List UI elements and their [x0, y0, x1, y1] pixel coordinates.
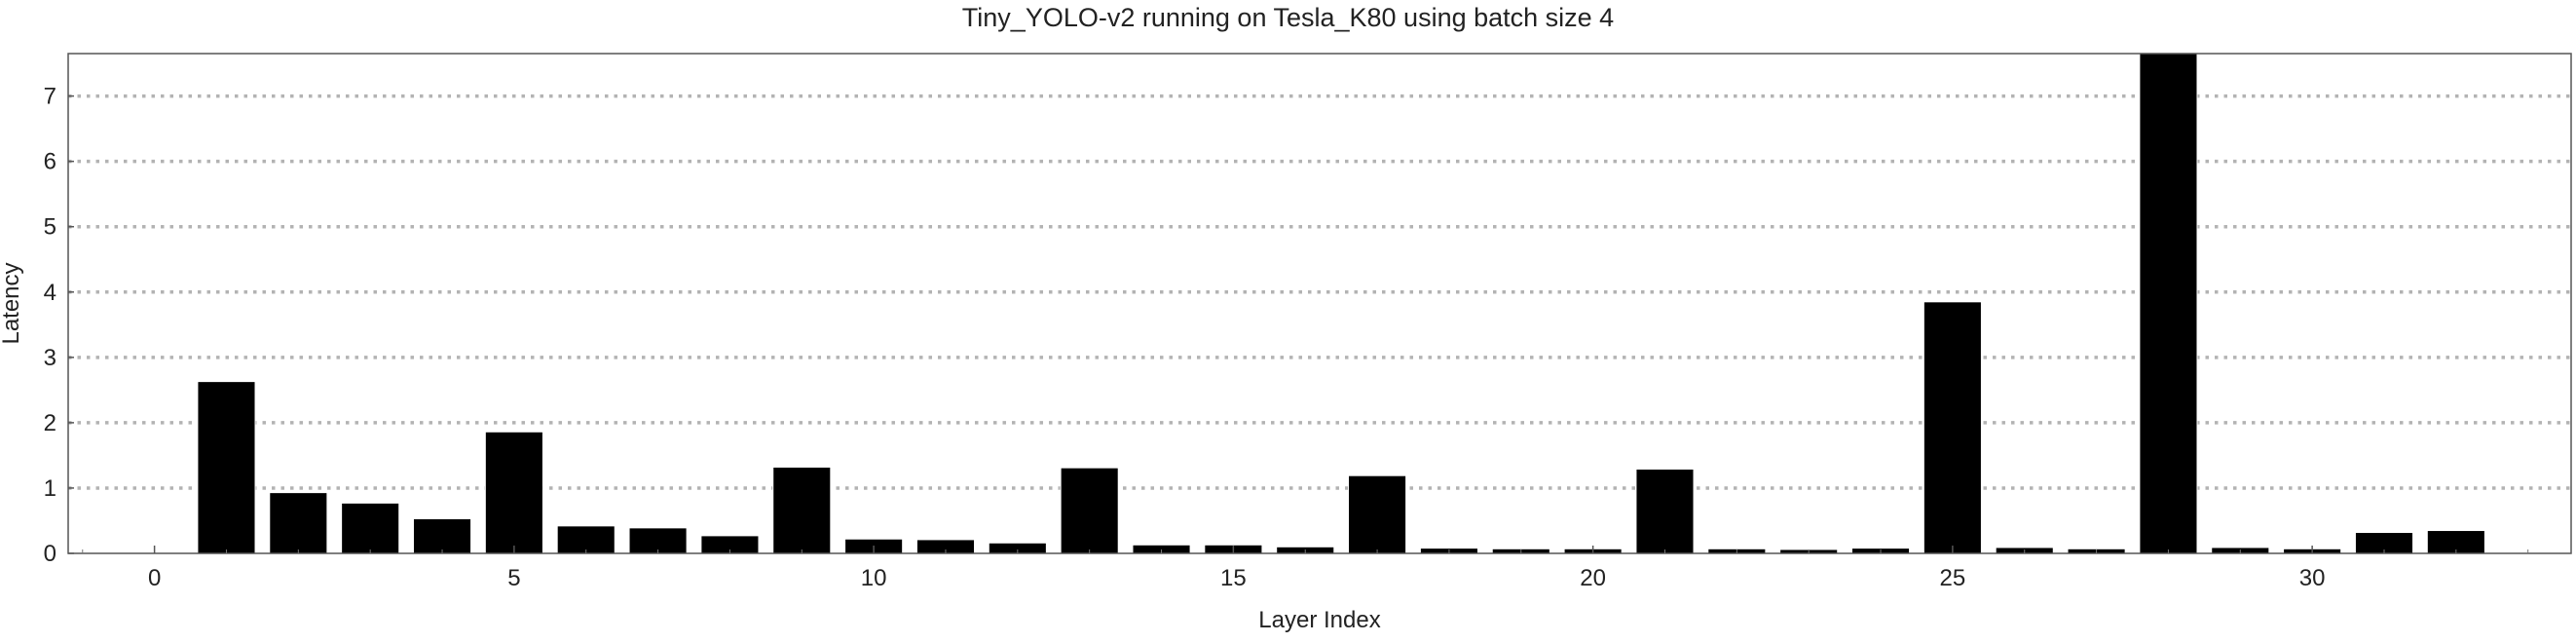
- bar: [1348, 474, 1407, 554]
- y-tick-label: 2: [44, 410, 56, 436]
- x-tick-label: 5: [507, 565, 520, 591]
- plot-frame: [67, 53, 2572, 554]
- y-tick-label: 4: [44, 280, 56, 306]
- bar: [628, 527, 688, 554]
- bar: [1923, 301, 1982, 554]
- bar: [269, 492, 328, 554]
- x-tick-label: 0: [148, 565, 161, 591]
- bar: [197, 381, 256, 554]
- x-tick-label: 10: [861, 565, 887, 591]
- y-tick-label: 3: [44, 345, 56, 371]
- bar: [1060, 467, 1119, 554]
- y-tick-label: 0: [44, 541, 56, 567]
- x-tick-label: 25: [1940, 565, 1966, 591]
- y-tick-label: 1: [44, 475, 56, 502]
- y-tick-label: 7: [44, 84, 56, 110]
- bar: [341, 502, 400, 554]
- bar: [772, 466, 832, 554]
- axis-ticks: 0 1 2 3 4 5 6 7 0 5 10 15 20 25 30: [44, 84, 2529, 591]
- x-tick-label: 15: [1220, 565, 1247, 591]
- x-axis-title: Layer Index: [1258, 607, 1380, 633]
- chart-title: Tiny_YOLO-v2 running on Tesla_K80 using …: [961, 3, 1615, 32]
- y-tick-label: 6: [44, 149, 56, 175]
- bar: [1635, 468, 1695, 554]
- bar: [2139, 53, 2198, 554]
- bar: [556, 525, 616, 554]
- bar: [484, 431, 543, 554]
- y-axis-title: Latency: [0, 262, 24, 344]
- x-tick-label: 30: [2299, 565, 2326, 591]
- y-tick-label: 5: [44, 214, 56, 241]
- bars: [197, 53, 2485, 554]
- bar: [412, 517, 472, 554]
- x-tick-label: 20: [1580, 565, 1606, 591]
